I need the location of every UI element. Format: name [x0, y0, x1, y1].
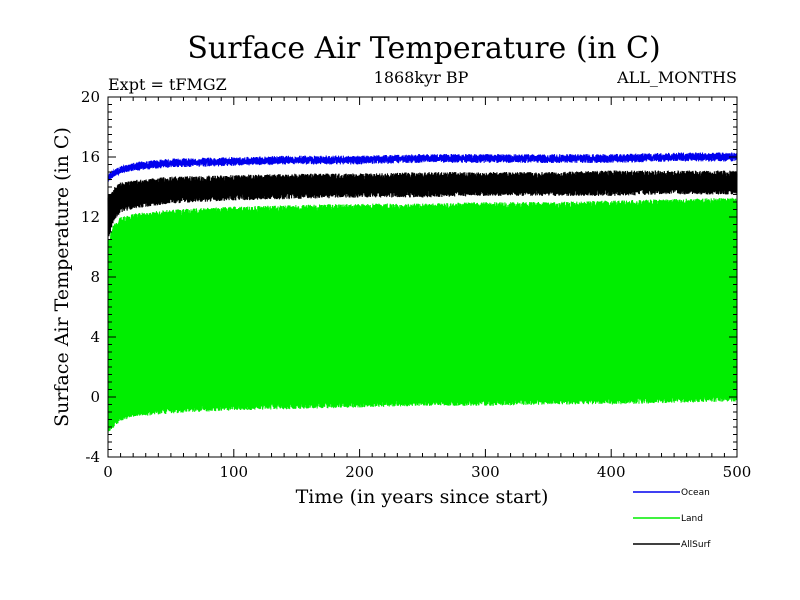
- series-line-ocean: [107, 152, 738, 182]
- y-tick-label: 20: [81, 88, 100, 106]
- series-line-allsurf: [107, 170, 738, 237]
- x-tick-label: 0: [103, 463, 113, 481]
- series-layer: [107, 152, 738, 433]
- x-tick-label: 400: [597, 463, 626, 481]
- legend-label-ocean: Ocean: [681, 488, 710, 498]
- series-line-land: [107, 197, 738, 433]
- legend-label-land: Land: [681, 514, 703, 524]
- y-tick-label: 16: [81, 148, 100, 166]
- y-tick-label: 0: [90, 388, 100, 406]
- x-tick-label: 300: [471, 463, 500, 481]
- x-tick-label: 100: [219, 463, 248, 481]
- y-axis-label: Surface Air Temperature (in C): [51, 127, 73, 427]
- months-label: ALL_MONTHS: [616, 68, 737, 87]
- x-tick-label: 500: [723, 463, 752, 481]
- y-tick-label: 12: [81, 208, 100, 226]
- x-axis-label: Time (in years since start): [296, 486, 549, 508]
- legend: Ocean Land AllSurf: [633, 488, 711, 550]
- y-tick-label: 8: [90, 268, 100, 286]
- legend-label-allsurf: AllSurf: [681, 540, 711, 550]
- x-tick-label: 200: [345, 463, 374, 481]
- expt-label: Expt = tFMGZ: [108, 75, 227, 94]
- period-label: 1868kyr BP: [374, 68, 469, 87]
- y-tick-label: -4: [85, 448, 100, 466]
- y-tick-label: 4: [90, 328, 100, 346]
- chart-title: Surface Air Temperature (in C): [187, 31, 660, 66]
